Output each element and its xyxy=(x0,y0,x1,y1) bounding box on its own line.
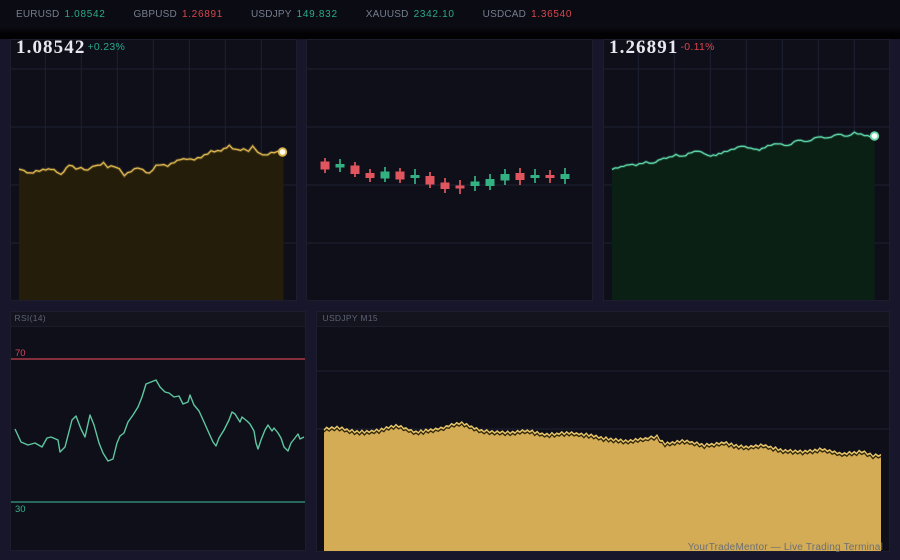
svg-text:70: 70 xyxy=(15,348,26,359)
svg-text:30: 30 xyxy=(15,504,26,515)
